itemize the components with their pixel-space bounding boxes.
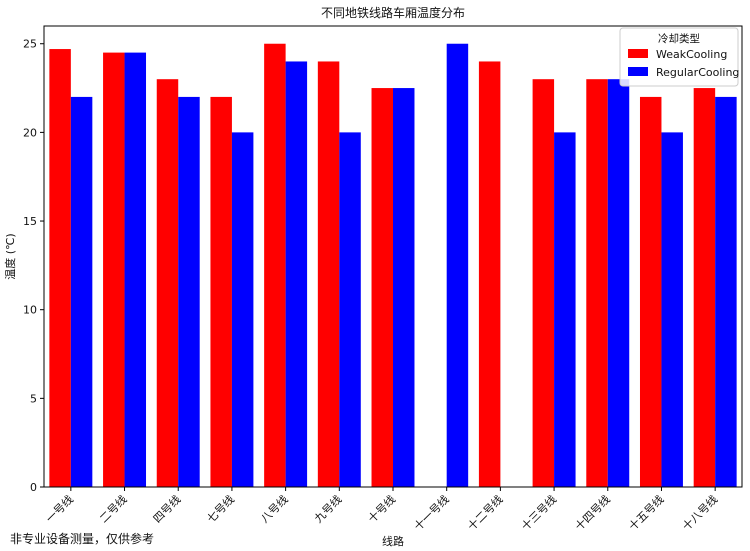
x-tick-label: 九号线 xyxy=(311,492,344,525)
bar-RegularCooling-3 xyxy=(178,96,200,488)
bar-RegularCooling-13 xyxy=(715,96,737,488)
bar-RegularCooling-6 xyxy=(339,132,361,487)
bar-WeakCooling-11 xyxy=(586,79,608,487)
y-tick-label: 15 xyxy=(23,215,37,228)
y-axis-label: 温度 (℃) xyxy=(3,233,17,279)
y-tick-label: 25 xyxy=(23,38,37,51)
bar-RegularCooling-4 xyxy=(231,132,254,487)
bar-WeakCooling-1 xyxy=(49,49,71,488)
x-tick-label: 十四号线 xyxy=(572,492,613,533)
x-tick-label: 十二号线 xyxy=(464,492,505,533)
legend-swatch-WeakCooling xyxy=(628,49,648,58)
x-tick-label: 十一号线 xyxy=(411,492,452,533)
bar-RegularCooling-8 xyxy=(446,43,469,487)
x-tick-label: 十号线 xyxy=(365,492,398,525)
bar-RegularCooling-2 xyxy=(124,52,147,487)
x-axis-label: 线路 xyxy=(382,534,404,548)
x-tick-label: 一号线 xyxy=(43,492,76,525)
bar-RegularCooling-12 xyxy=(661,132,683,487)
legend-title: 冷却类型 xyxy=(658,32,700,45)
legend-label-WeakCooling: WeakCooling xyxy=(656,48,727,61)
bar-RegularCooling-11 xyxy=(607,79,630,487)
x-tick-label: 八号线 xyxy=(258,492,291,525)
x-tick-label: 十八号线 xyxy=(679,492,720,533)
bar-WeakCooling-12 xyxy=(639,96,662,488)
bar-WeakCooling-7 xyxy=(371,88,393,487)
bar-WeakCooling-13 xyxy=(693,88,716,487)
legend-box xyxy=(619,27,739,87)
legend: 冷却类型 WeakCooling RegularCooling xyxy=(619,27,739,87)
bar-RegularCooling-7 xyxy=(393,88,415,487)
bar-WeakCooling-5 xyxy=(264,43,286,487)
y-tick-label: 10 xyxy=(23,304,37,317)
bar-WeakCooling-9 xyxy=(478,61,501,488)
x-tick-label: 四号线 xyxy=(150,492,183,525)
bar-RegularCooling-1 xyxy=(70,96,93,488)
x-tick-label: 十三号线 xyxy=(518,492,559,533)
bar-WeakCooling-10 xyxy=(532,79,555,487)
bar-WeakCooling-6 xyxy=(317,61,340,488)
y-tick-label: 0 xyxy=(30,481,37,494)
chart-title: 不同地铁线路车厢温度分布 xyxy=(321,5,465,20)
x-tick-label: 二号线 xyxy=(96,492,129,525)
bar-WeakCooling-2 xyxy=(103,52,125,487)
x-tick-label: 十五号线 xyxy=(626,492,667,533)
bar-RegularCooling-10 xyxy=(554,132,576,487)
legend-swatch-RegularCooling xyxy=(628,67,648,76)
y-tick-label: 5 xyxy=(30,392,37,405)
bars-group xyxy=(49,43,737,488)
x-tick-label: 七号线 xyxy=(204,492,237,525)
y-tick-label: 20 xyxy=(23,126,37,139)
legend-label-RegularCooling: RegularCooling xyxy=(656,66,739,79)
bar-WeakCooling-4 xyxy=(210,96,232,488)
footnote: 非专业设备测量，仅供参考 xyxy=(10,532,155,546)
bar-WeakCooling-3 xyxy=(156,79,179,487)
bar-RegularCooling-5 xyxy=(285,61,308,488)
